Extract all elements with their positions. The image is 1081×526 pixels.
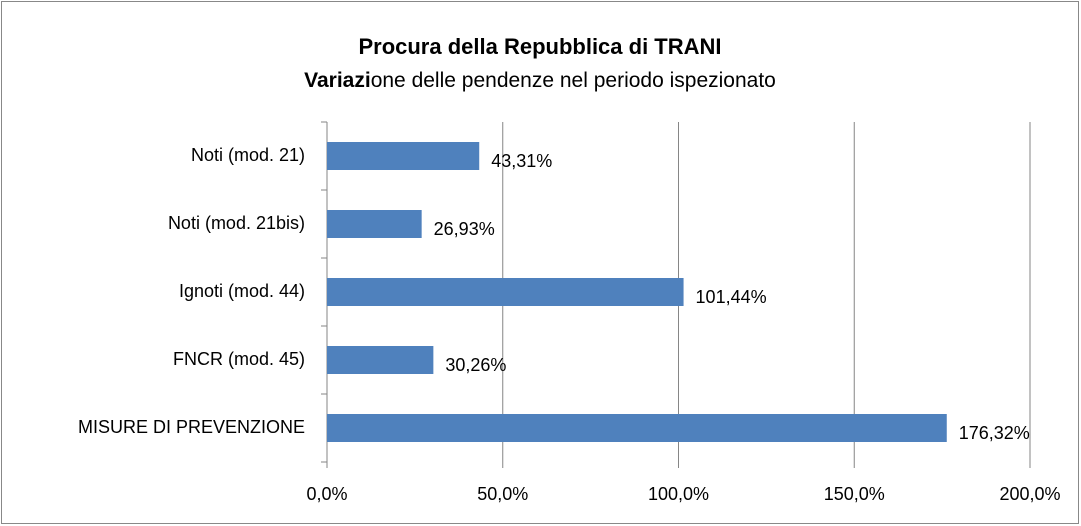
y-tick-label: MISURE DI PREVENZIONE: [78, 417, 305, 437]
value-label: 101,44%: [696, 287, 767, 307]
bar: [327, 278, 684, 306]
bar: [327, 210, 422, 238]
x-tick-label: 150,0%: [824, 484, 885, 504]
chart-subtitle: Variazione delle pendenze nel periodo is…: [304, 69, 776, 92]
value-label: 30,26%: [445, 355, 506, 375]
y-tick-label: Ignoti (mod. 44): [179, 281, 305, 301]
value-label: 43,31%: [491, 151, 552, 171]
x-tick-label: 200,0%: [999, 484, 1060, 504]
x-tick-label: 50,0%: [477, 484, 528, 504]
y-tick-label: FNCR (mod. 45): [173, 349, 305, 369]
subtitle-rest: one delle pendenze nel periodo ispeziona…: [371, 69, 776, 92]
bar: [327, 142, 480, 170]
bar: [327, 346, 434, 374]
x-tick-label: 0,0%: [306, 484, 347, 504]
chart-title: Procura della Repubblica di TRANI: [358, 34, 721, 59]
x-tick-label: 100,0%: [648, 484, 709, 504]
value-label: 176,32%: [959, 423, 1030, 443]
y-tick-label: Noti (mod. 21): [191, 145, 305, 165]
bar: [327, 414, 947, 442]
subtitle-bold: Variazi: [304, 69, 371, 92]
y-tick-label: Noti (mod. 21bis): [168, 213, 305, 233]
value-label: 26,93%: [434, 219, 495, 239]
